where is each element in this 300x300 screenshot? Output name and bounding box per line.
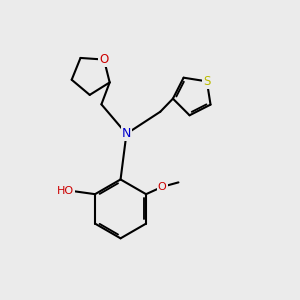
Text: O: O xyxy=(99,53,109,66)
Text: N: N xyxy=(122,127,131,140)
Text: HO: HO xyxy=(57,186,74,196)
Text: S: S xyxy=(203,75,211,88)
Text: O: O xyxy=(158,182,167,192)
